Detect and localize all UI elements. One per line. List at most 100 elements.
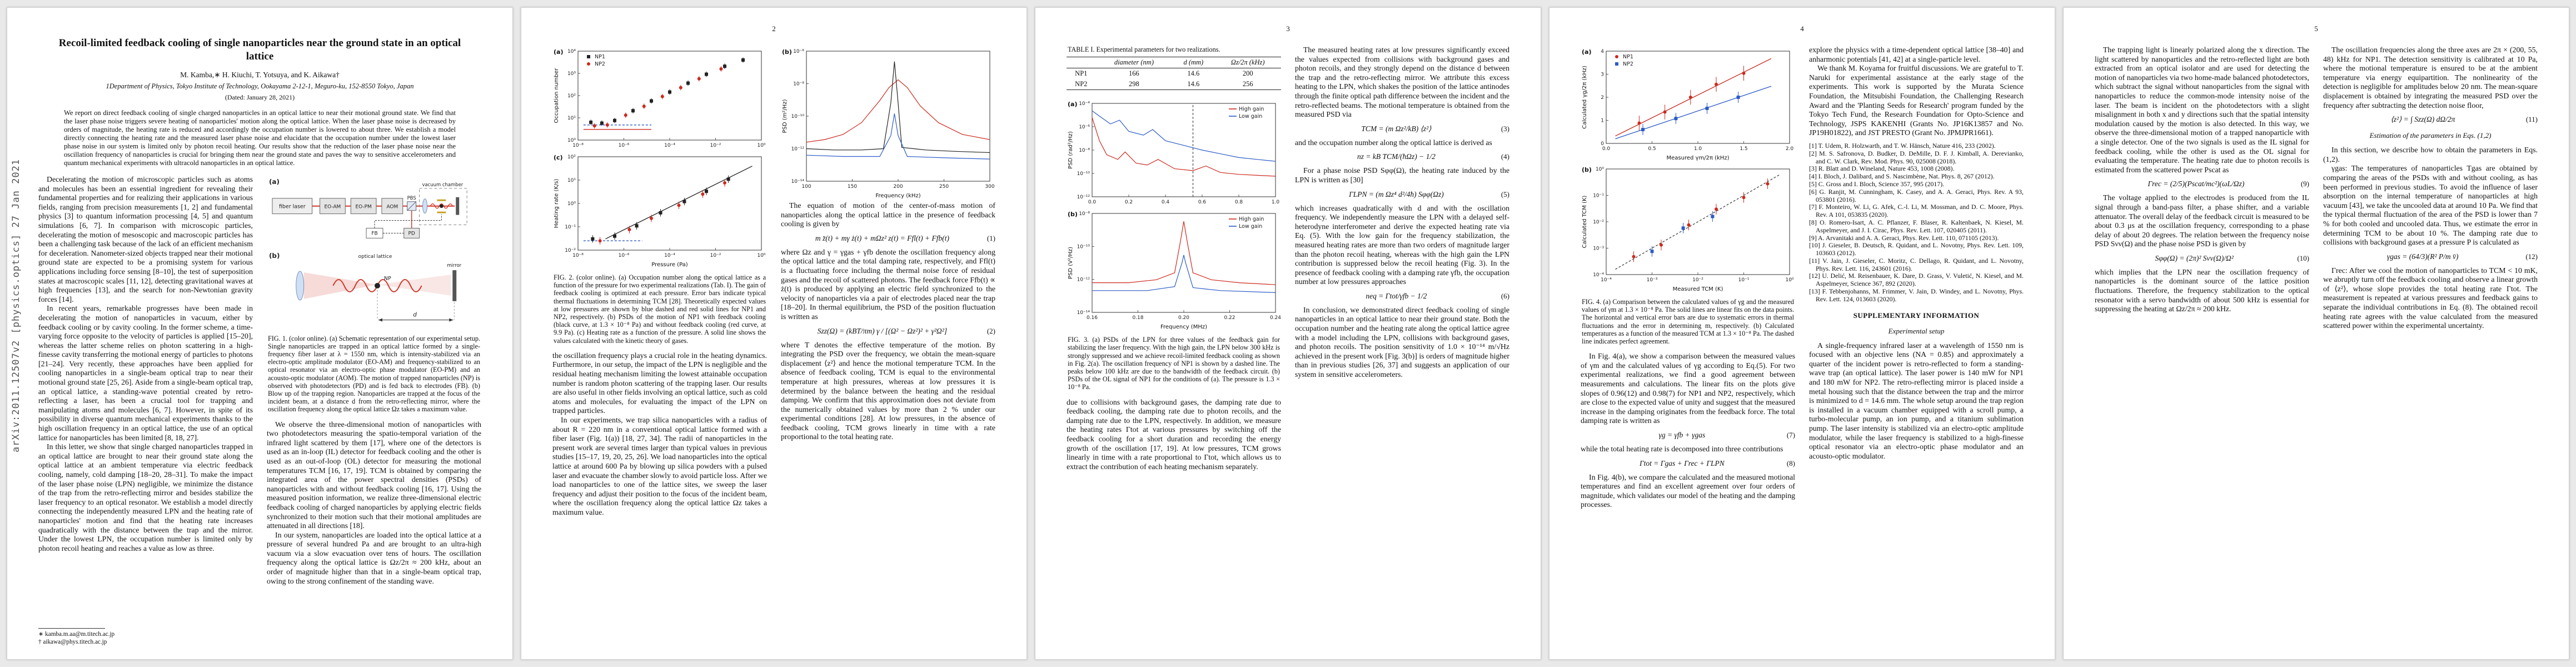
- svg-text:0.6: 0.6: [1198, 200, 1207, 205]
- svg-text:10¹: 10¹: [567, 116, 576, 121]
- paragraph: due to collisions with background gases,…: [1067, 397, 1281, 471]
- paragraph: The oscillation frequencies along the th…: [2323, 46, 2538, 109]
- svg-text:10⁰: 10⁰: [1596, 167, 1604, 172]
- table-header: [1067, 57, 1096, 69]
- svg-text:0.2: 0.2: [1125, 200, 1133, 205]
- page-number: 2: [772, 24, 776, 33]
- svg-text:300: 300: [985, 184, 994, 190]
- text-column: due to collisions with background gases,…: [1067, 398, 1281, 472]
- svg-text:(b): (b): [1582, 166, 1592, 173]
- text-column: Γrec: After we cool the motion of nanopa…: [2323, 266, 2538, 331]
- table-1-caption: TABLE I. Experimental parameters for two…: [1068, 46, 1220, 53]
- svg-text:4: 4: [1601, 49, 1604, 54]
- svg-text:1.0: 1.0: [1272, 200, 1280, 205]
- fb-label: FB: [371, 231, 377, 236]
- svg-text:10⁻⁶: 10⁻⁶: [793, 49, 804, 54]
- paragraph: The trapping light is linearly polarized…: [2095, 46, 2309, 174]
- pd-label: PD: [408, 231, 415, 236]
- text-column: the oscillation frequency plays a crucia…: [552, 351, 767, 517]
- fb-wire-2: [374, 214, 442, 228]
- paragraph: We observe the three-dimensional motion …: [267, 420, 481, 530]
- paragraph: Γrec: After we cool the motion of nanopa…: [2323, 266, 2538, 330]
- svg-text:2: 2: [1601, 95, 1604, 101]
- svg-text:10⁻⁶: 10⁻⁶: [1079, 125, 1090, 130]
- svg-text:10⁰: 10⁰: [1785, 277, 1793, 283]
- svg-text:10⁻¹⁰: 10⁻¹⁰: [791, 114, 805, 120]
- text-column: We observe the three-dimensional motion …: [267, 420, 481, 586]
- estimation-subheading: Estimation of the parameters in Eqs. (1,…: [2369, 131, 2492, 140]
- equation-9: Γrec = (2/5)(Pscat/mc²)(ωL/Ωz) (9): [2095, 180, 2309, 188]
- pbs-label: PBS: [407, 195, 416, 201]
- svg-text:10⁻⁸: 10⁻⁸: [572, 253, 584, 258]
- text-column: where Ωz and γ = γgas + γfb denote the o…: [781, 248, 995, 322]
- equation-2: Szz(Ω) = (kBT/πm) γ / [(Ω² − Ωz²)² + γ²Ω…: [781, 327, 995, 336]
- text-column: where T denotes the effective temperatur…: [781, 341, 995, 442]
- svg-text:10⁻²: 10⁻²: [710, 253, 721, 258]
- svg-text:Measured TCM (K): Measured TCM (K): [1673, 286, 1723, 292]
- equation-4: nz = kB TCM/(ħΩz) − 1/2 (4): [1295, 152, 1509, 161]
- svg-text:Calculated TCM (K): Calculated TCM (K): [1582, 195, 1588, 248]
- paragraph: [10] J. Gieseler, B. Deutsch, R. Quidant…: [1809, 241, 2024, 257]
- footnote-rule: [38, 628, 105, 629]
- fig2c-heating-rate-plot: 10⁻⁸ 10⁻⁶ 10⁻⁴ 10⁻² 10⁰ 10⁻² 10⁻¹ 10⁰ 10¹ 10² (c) P…: [552, 151, 767, 270]
- svg-text:0.22: 0.22: [1224, 315, 1235, 321]
- np-label: NP: [384, 276, 391, 282]
- fiber-laser-label: fiber laser: [279, 204, 306, 210]
- svg-text:10⁻³: 10⁻³: [1593, 246, 1604, 252]
- paragraph: the oscillation frequency plays a crucia…: [552, 351, 767, 415]
- svg-text:1: 1: [1601, 118, 1604, 124]
- page5-right-column: The oscillation frequencies along the th…: [2323, 46, 2538, 646]
- text-column: and the occupation number along the opti…: [1295, 138, 1509, 148]
- equation-5-body: ΓLPN = (m Ωz⁴ d²/4ħ) Sφφ(Ωz): [1349, 190, 1444, 198]
- equation-3-number: (3): [1501, 124, 1509, 133]
- paragraph: The voltage applied to the electrodes is…: [2095, 193, 2309, 248]
- svg-text:(b): (b): [1068, 211, 1078, 218]
- page1-left-column: Decelerating the motion of microscopic p…: [38, 175, 253, 646]
- equation-8-body: Γtot = Γgas + Γrec + ΓLPN: [1640, 459, 1725, 467]
- paragraph: while the total heating rate is decompos…: [1581, 444, 1783, 453]
- paragraph: [3] R. Blatt and D. Wineland, Nature 453…: [1809, 165, 1955, 173]
- paragraph: [6] G. Ranjit, M. Cunningham, K. Casey, …: [1809, 187, 2024, 203]
- equation-4-number: (4): [1501, 152, 1509, 161]
- fig4b-temperature-comparison-plot: 10⁻⁴ 10⁻³ 10⁻² 10⁻¹ 10⁰ 10⁻⁴ 10⁻³ 10⁻² 10⁻¹ 10⁰ (b…: [1581, 163, 1795, 295]
- svg-text:(a): (a): [1582, 48, 1591, 56]
- text-column: For a phase noise PSD Sφφ(Ω), the heatin…: [1295, 166, 1509, 185]
- equation-7-body: γg = γfb + γgas: [1658, 430, 1706, 439]
- svg-text:150: 150: [848, 184, 857, 190]
- svg-text:(c): (c): [554, 154, 563, 161]
- paper-title: Recoil-limited feedback cooling of singl…: [58, 37, 461, 62]
- paragraph: γgas: The temperatures of nanoparticles …: [2323, 164, 2538, 247]
- equation-5: ΓLPN = (m Ωz⁴ d²/4ħ) Sφφ(Ωz) (5): [1295, 190, 1509, 199]
- pbs-diagonal: [407, 201, 416, 211]
- svg-text:250: 250: [939, 184, 949, 190]
- paragraph: For a phase noise PSD Sφφ(Ω), the heatin…: [1295, 166, 1509, 184]
- svg-text:(b): (b): [782, 48, 792, 56]
- paragraph: [7] F. Monteiro, W. Li, G. Afek, C.-l. L…: [1809, 203, 2024, 219]
- svg-text:10⁻⁴: 10⁻⁴: [1079, 101, 1090, 107]
- page3-left-column: TABLE I. Experimental parameters for two…: [1067, 46, 1281, 646]
- equation-1-number: (1): [986, 233, 995, 242]
- svg-text:High gain: High gain: [1239, 106, 1264, 112]
- paragraph: Decelerating the motion of microscopic p…: [38, 175, 253, 303]
- eoam-label: EO-AM: [324, 205, 341, 210]
- eoam-box: [320, 198, 346, 215]
- equation-9-body: Γrec = (2/5)(Pscat/mc²)(ωL/Ωz): [2148, 180, 2245, 188]
- nanoparticle-dot: [439, 204, 444, 208]
- svg-text:NP2: NP2: [1623, 61, 1633, 67]
- lens-icon-b: [296, 271, 305, 301]
- svg-text:10⁻¹²: 10⁻¹²: [1077, 195, 1090, 200]
- page2-right-column: 100 150 200 250 300 10⁻¹⁴ 10⁻¹² 10⁻¹⁰ 10⁻⁸ 10⁻⁶ (b…: [781, 46, 995, 646]
- paragraph: where Ωz and γ = γgas + γfb denote the o…: [781, 247, 995, 321]
- equation-10: Sφφ(Ω) = (2π)² Sνν(Ω)/Ω² (10): [2095, 254, 2309, 263]
- paragraph: The equation of motion of the center-of-…: [781, 201, 995, 228]
- svg-text:10⁻⁴: 10⁻⁴: [664, 143, 675, 148]
- svg-text:10⁻²: 10⁻²: [565, 248, 576, 253]
- text-column: The oscillation frequencies along the th…: [2323, 46, 2538, 110]
- figure-1-schematic: (a) fiber laser EO-AM EO-PM AOM PBS: [269, 178, 467, 322]
- svg-text:10⁻³: 10⁻³: [1647, 277, 1658, 283]
- page-number: 3: [1286, 24, 1290, 33]
- page1-right-column: (a) fiber laser EO-AM EO-PM AOM PBS: [267, 175, 481, 646]
- equation-6: neq = Γtot/γfb − 1/2 (6): [1295, 292, 1509, 301]
- svg-text:0.24: 0.24: [1270, 315, 1281, 321]
